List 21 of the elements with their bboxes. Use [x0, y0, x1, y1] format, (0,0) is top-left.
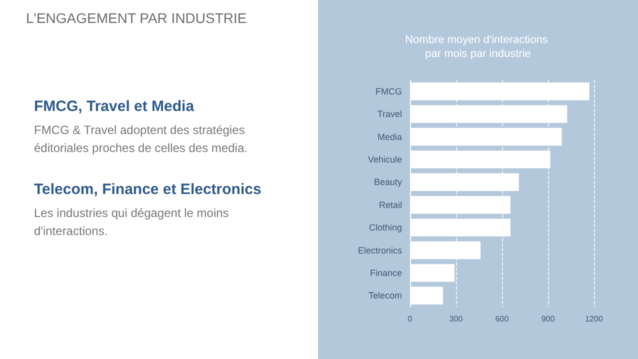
- y-tick-label: Telecom: [368, 290, 402, 301]
- x-tick-label: 300: [449, 314, 464, 324]
- y-tick-label: Clothing: [368, 222, 402, 233]
- y-tick-label: Vehicule: [368, 154, 402, 164]
- y-tick-label: Travel: [377, 109, 402, 120]
- y-tick-label: Media: [377, 132, 402, 142]
- x-tick-label: 900: [541, 314, 556, 324]
- y-tick-label: Finance: [370, 268, 402, 278]
- text: FMCG, Travel et Media: [34, 98, 196, 115]
- text: Les industries qui dégagent le moins d'interactions.: [34, 205, 230, 240]
- text: Telecom, Finance et Electronics: [34, 181, 262, 198]
- y-tick-label: FMCG: [376, 86, 402, 96]
- chart-title: Nombre moyen d'interactions par mois par industrie: [405, 34, 551, 60]
- x-tick-label: 600: [495, 314, 510, 324]
- y-tick-label: Beauty: [374, 177, 402, 188]
- x-tick-label: 0: [408, 314, 413, 324]
- x-tick-label: 1200: [585, 314, 604, 324]
- text: L'ENGAGEMENT PAR INDUSTRIE: [26, 10, 247, 26]
- y-tick-label: Electronics: [358, 245, 402, 256]
- y-tick-label: Retail: [378, 200, 402, 210]
- text: FMCG & Travel adoptent des stratégies éditoriales proches de celles des media.: [34, 122, 248, 157]
